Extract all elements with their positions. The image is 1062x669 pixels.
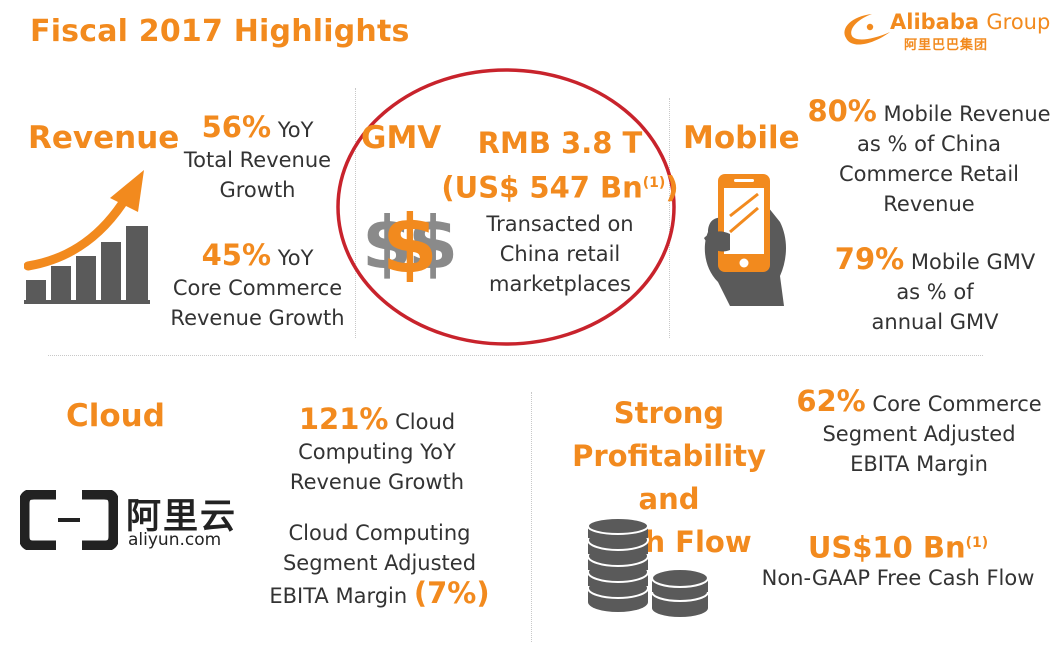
- revenue-heading: Revenue: [28, 120, 180, 156]
- profit-stat-margin: 62% Core Commerce Segment Adjusted EBITA…: [796, 384, 1042, 476]
- cloud-stat-growth: 121% Cloud Computing YoY Revenue Growth: [289, 402, 465, 494]
- aliyun-bracket-icon: [20, 490, 118, 550]
- logo-text-cn: 阿里巴巴集团: [904, 37, 989, 52]
- dollar-signs-icon: $ $ $: [362, 198, 454, 282]
- aliyun-logo-cn: 阿里云: [126, 497, 238, 537]
- svg-text:$: $: [382, 198, 438, 282]
- highlight-circle: [336, 68, 676, 346]
- coin-stacks-icon: [587, 518, 709, 617]
- gmv-stat: RMB 3.8 T (US$ 547 Bn(1)) Transacted on …: [441, 126, 679, 296]
- cloud-margin-value: (7%): [413, 576, 490, 610]
- mobile-gmv-value: 79%: [834, 242, 905, 276]
- svg-text:$: $: [408, 201, 454, 282]
- cloud-growth-value: 121%: [298, 402, 389, 436]
- revenue-stat-core: 45% YoY Core Commerce Revenue Growth: [170, 238, 345, 330]
- aliyun-logo: 阿里云 aliyun.com: [20, 490, 250, 552]
- page-title: Fiscal 2017 Highlights: [30, 14, 410, 49]
- svg-text:$: $: [362, 201, 412, 282]
- divider-vertical-2: [669, 98, 670, 338]
- mobile-heading: Mobile: [683, 120, 800, 156]
- revenue-stat-total: 56% YoY Total Revenue Growth: [183, 110, 332, 202]
- gmv-heading: GMV: [361, 120, 442, 156]
- free-cash-flow-value: US$10 Bn(1): [807, 530, 989, 565]
- profit-stat-cashflow: US$10 Bn(1) Non-GAAP Free Cash Flow: [748, 528, 1048, 593]
- cloud-stat-margin: Cloud Computing Segment Adjusted EBITA M…: [269, 521, 490, 610]
- cloud-heading: Cloud: [66, 398, 165, 434]
- aliyun-logo-en: aliyun.com: [128, 530, 222, 550]
- revenue-total-growth-value: 56%: [201, 110, 272, 144]
- alibaba-group-logo: Alibaba Group 阿里巴巴集团: [838, 8, 1053, 52]
- divider-vertical-3: [531, 392, 532, 642]
- core-commerce-margin-value: 62%: [796, 384, 866, 418]
- divider-vertical-1: [355, 88, 356, 338]
- gmv-value-rmb: RMB 3.8 T: [477, 126, 643, 160]
- divider-horizontal: [48, 355, 983, 356]
- mobile-stat-gmv: 79% Mobile GMV as % of annual GMV: [834, 242, 1036, 334]
- revenue-core-growth-value: 45%: [201, 238, 272, 272]
- mobile-revenue-value: 80%: [807, 94, 877, 128]
- hand-phone-icon: [704, 174, 786, 306]
- alibaba-smile-icon: [844, 14, 890, 45]
- growth-chart-icon: [24, 170, 150, 304]
- logo-text-en: Alibaba Group: [890, 10, 1051, 34]
- gmv-value-usd: (US$ 547 Bn(1)): [441, 170, 679, 205]
- mobile-stat-revenue: 80% Mobile Revenue as % of China Commerc…: [807, 94, 1051, 216]
